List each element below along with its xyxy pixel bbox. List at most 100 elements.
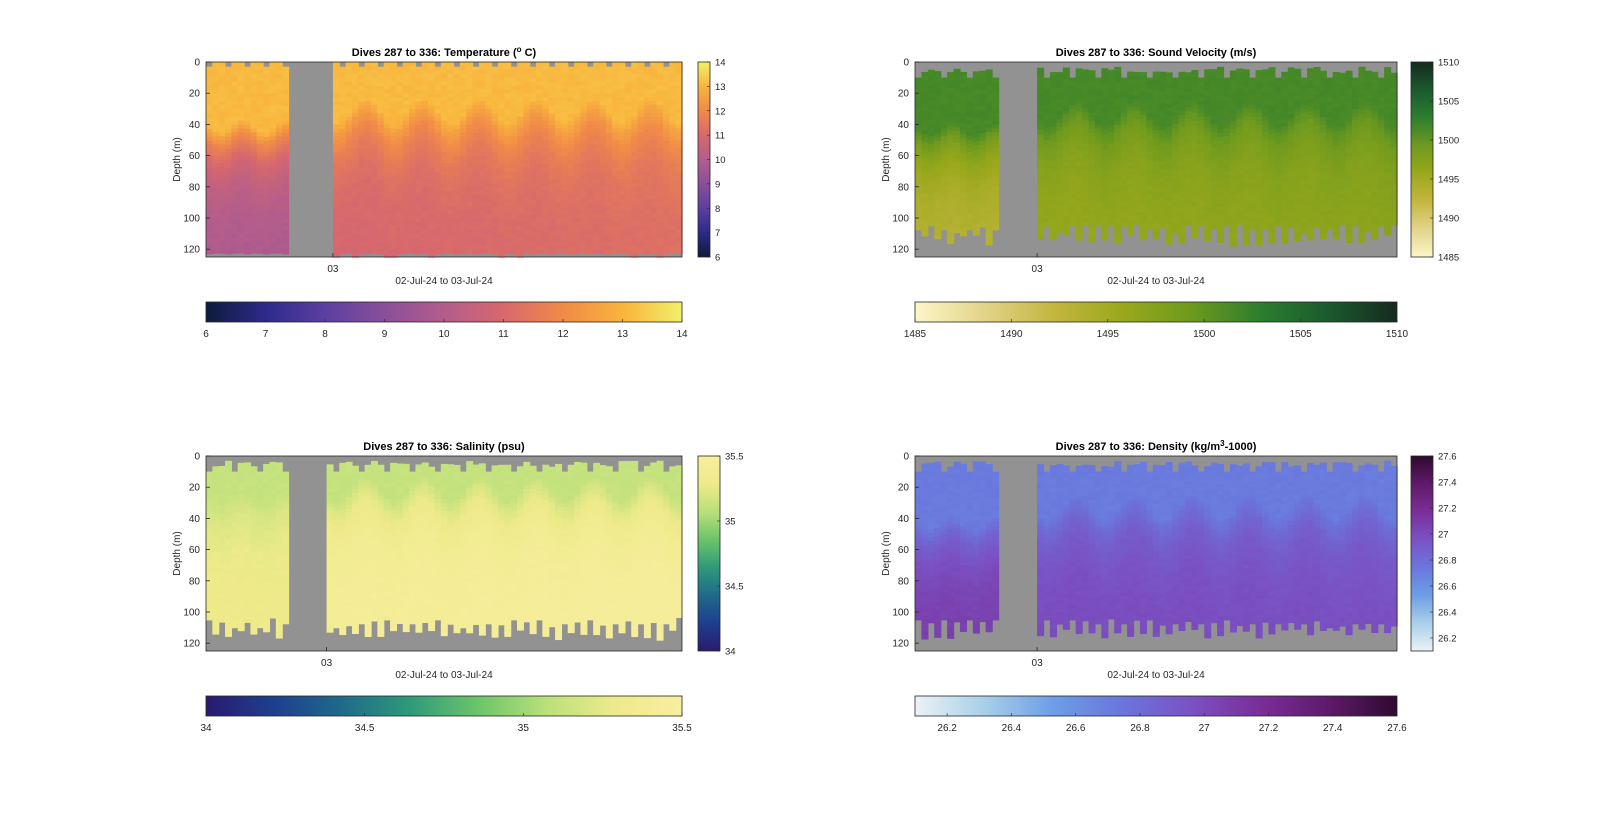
heatmap-cell (529, 234, 537, 239)
heatmap-cell (959, 134, 968, 139)
heatmap-cell (383, 229, 391, 235)
heatmap-cell (485, 147, 493, 153)
heatmap-cell (542, 120, 550, 125)
heatmap-cell (491, 132, 499, 138)
heatmap-cell (529, 129, 537, 134)
heatmap-cell (618, 140, 626, 145)
heatmap-cell (428, 233, 436, 239)
heatmap-cell (1139, 130, 1147, 135)
heatmap-cell (934, 106, 942, 111)
heatmap-cell (643, 249, 651, 255)
heatmap-cell (402, 182, 410, 188)
heatmap-cell (656, 198, 664, 203)
heatmap-cell (669, 104, 677, 110)
heatmap-cell (275, 221, 283, 227)
heatmap-cell (256, 233, 264, 239)
heatmap-cell (1172, 128, 1180, 133)
heatmap-cell (510, 195, 518, 200)
heatmap-cell (656, 104, 664, 110)
heatmap-cell (979, 207, 987, 212)
heatmap-cell (1165, 220, 1173, 226)
heatmap-cell (485, 198, 493, 203)
heatmap-cell (282, 249, 290, 255)
heatmap-cell (225, 70, 232, 76)
heatmap-cell (485, 194, 493, 200)
heatmap-cell (402, 140, 410, 145)
heatmap-cell (1120, 155, 1128, 161)
heatmap-cell (650, 202, 658, 207)
heatmap-cell (1101, 91, 1109, 97)
heatmap-cell (966, 202, 974, 207)
heatmap-cell (542, 202, 550, 207)
heatmap-cell (485, 229, 493, 235)
heatmap-cell (510, 86, 518, 91)
heatmap-cell (237, 245, 245, 250)
heatmap-cell (669, 198, 677, 203)
heatmap-cell (206, 70, 213, 76)
heatmap-cell (1114, 222, 1122, 228)
heatmap-cell (1107, 155, 1115, 160)
heatmap-cell (421, 89, 429, 94)
heatmap-cell (263, 148, 271, 154)
heatmap-cell (478, 132, 486, 137)
heatmap-cell (447, 147, 455, 153)
heatmap-cell (453, 234, 461, 239)
heatmap-cell (358, 242, 366, 247)
heatmap-cell (516, 190, 524, 196)
heatmap-cell (415, 97, 423, 103)
heatmap-cell (548, 171, 556, 177)
heatmap-cell (1152, 176, 1160, 182)
heatmap-cell (263, 74, 271, 79)
heatmap-cell (927, 104, 935, 110)
heatmap-cell (536, 136, 543, 141)
heatmap-cell (1133, 146, 1141, 151)
heatmap-cell (504, 194, 512, 200)
y-tick-label: 20 (189, 89, 201, 100)
heatmap-cell (1152, 204, 1160, 209)
heatmap-cell (542, 77, 550, 83)
heatmap-cell (915, 175, 923, 180)
heatmap-cell (409, 140, 417, 145)
heatmap-cell (953, 115, 961, 121)
heatmap-cell (1075, 216, 1083, 222)
heatmap-cell (555, 229, 563, 235)
heatmap-cell (466, 81, 474, 86)
heatmap-cell (497, 85, 505, 90)
heatmap-cell (231, 124, 239, 129)
heatmap-cell (504, 159, 512, 164)
heatmap-cell (542, 163, 550, 168)
heatmap-cell (985, 81, 993, 86)
heatmap-cell (212, 93, 220, 98)
heatmap-cell (345, 241, 353, 246)
heatmap-cell (1062, 207, 1070, 213)
heatmap-cell (415, 101, 423, 107)
heatmap-cell (390, 167, 397, 172)
heatmap-cell (605, 230, 613, 235)
heatmap-cell (485, 155, 493, 161)
heatmap-cell (206, 132, 213, 138)
heatmap-cell (927, 151, 935, 157)
heatmap-cell (459, 221, 467, 227)
heatmap-cell (478, 147, 486, 153)
heatmap-cell (1037, 102, 1045, 108)
heatmap-cell (440, 97, 448, 102)
heatmap-cell (1101, 83, 1109, 89)
heatmap-cell (605, 148, 613, 154)
heatmap-cell (1082, 143, 1090, 149)
heatmap-cell (390, 62, 397, 67)
heatmap-cell (231, 167, 239, 172)
heatmap-cell (612, 245, 620, 250)
heatmap-cell (947, 165, 955, 171)
heatmap-cell (428, 179, 436, 184)
heatmap-cell (434, 199, 442, 204)
heatmap-cell (580, 155, 588, 161)
heatmap-cell (605, 82, 613, 87)
heatmap-cell (580, 249, 588, 254)
heatmap-cell (561, 241, 569, 246)
heatmap-cell (992, 198, 1000, 203)
heatmap-cell (1133, 188, 1141, 194)
heatmap-cell (358, 191, 366, 196)
heatmap-cell (593, 214, 601, 219)
heatmap-cell (529, 105, 537, 111)
heatmap-cell (959, 91, 968, 96)
